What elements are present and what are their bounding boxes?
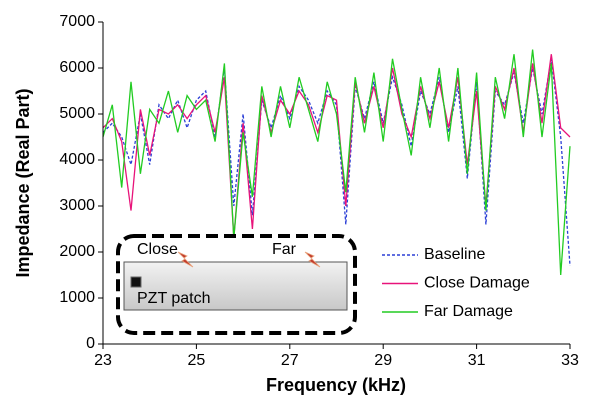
- plate: [123, 261, 348, 311]
- x-tick-label: 23: [94, 352, 112, 369]
- series-line: [102, 49, 571, 276]
- y-axis-title: Impedance (Real Part): [13, 88, 33, 277]
- x-tick-label: 27: [281, 352, 299, 369]
- x-tick-label: 25: [188, 352, 206, 369]
- damage-icon: [177, 251, 194, 268]
- x-tick-label: 29: [374, 352, 392, 369]
- y-tick-label: 0: [86, 335, 95, 352]
- inset-label: PZT patch: [137, 290, 211, 307]
- x-tick-label: 31: [468, 352, 486, 369]
- y-tick-label: 7000: [59, 13, 95, 30]
- x-tick-label: 33: [561, 352, 579, 369]
- y-tick-label: 6000: [59, 59, 95, 76]
- y-tick-label: 5000: [59, 105, 95, 122]
- inset-label: Close: [137, 241, 178, 258]
- x-axis-title: Frequency (kHz): [266, 375, 406, 395]
- y-tick-label: 4000: [59, 151, 95, 168]
- pzt-patch: [130, 276, 142, 288]
- damage-icon: [304, 251, 321, 268]
- y-tick-label: 1000: [59, 289, 95, 306]
- y-tick-label: 3000: [59, 197, 95, 214]
- inset-label: Far: [272, 241, 297, 258]
- series-line: [102, 54, 571, 239]
- legend-label: Baseline: [424, 246, 485, 263]
- legend-label: Far Damage: [424, 303, 513, 320]
- y-tick-label: 2000: [59, 243, 95, 260]
- series-line: [102, 58, 571, 266]
- legend-label: Close Damage: [424, 275, 530, 292]
